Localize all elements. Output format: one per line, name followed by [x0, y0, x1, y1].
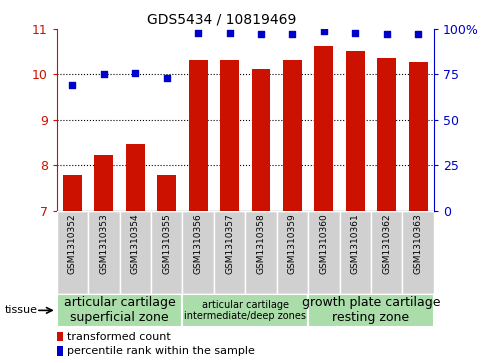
Point	[131, 70, 139, 76]
Text: GSM1310358: GSM1310358	[256, 213, 266, 274]
Bar	[277, 211, 308, 294]
Bar	[283, 60, 302, 211]
Text: GSM1310361: GSM1310361	[351, 213, 360, 274]
Text: growth plate cartilage
resting zone: growth plate cartilage resting zone	[302, 296, 440, 325]
Text: GSM1310352: GSM1310352	[68, 213, 77, 274]
Text: transformed count: transformed count	[67, 331, 171, 342]
Text: GSM1310357: GSM1310357	[225, 213, 234, 274]
Bar	[409, 62, 427, 211]
Bar	[214, 211, 246, 294]
Bar	[377, 58, 396, 211]
Bar	[308, 211, 340, 294]
Bar	[57, 346, 64, 356]
Bar	[57, 211, 88, 294]
Bar	[340, 211, 371, 294]
Bar	[94, 155, 113, 211]
Text: articular cartilage
intermediate/deep zones: articular cartilage intermediate/deep zo…	[184, 299, 306, 321]
Point	[414, 32, 422, 37]
Text: articular cartilage
superficial zone: articular cartilage superficial zone	[64, 296, 176, 325]
Text: tissue: tissue	[5, 305, 38, 315]
Text: GSM1310363: GSM1310363	[414, 213, 423, 274]
Bar	[157, 175, 176, 211]
Text: percentile rank within the sample: percentile rank within the sample	[67, 346, 255, 356]
Bar	[151, 211, 182, 294]
Point	[288, 32, 296, 37]
Bar	[126, 144, 145, 211]
Text: GSM1310355: GSM1310355	[162, 213, 171, 274]
Bar	[315, 46, 333, 211]
Text: GSM1310353: GSM1310353	[99, 213, 108, 274]
Bar	[182, 211, 214, 294]
Text: GSM1310362: GSM1310362	[382, 213, 391, 274]
Text: GDS5434 / 10819469: GDS5434 / 10819469	[147, 13, 296, 27]
Point	[257, 32, 265, 37]
Bar	[119, 211, 151, 294]
Text: GSM1310360: GSM1310360	[319, 213, 328, 274]
Bar	[308, 294, 434, 327]
Point	[226, 30, 234, 36]
Bar	[220, 60, 239, 211]
Bar	[371, 211, 402, 294]
Bar	[346, 51, 365, 211]
Bar	[245, 211, 277, 294]
Text: GSM1310356: GSM1310356	[194, 213, 203, 274]
Bar	[88, 211, 119, 294]
Bar	[57, 294, 182, 327]
Point	[352, 30, 359, 36]
Point	[163, 75, 171, 81]
Bar	[189, 60, 208, 211]
Point	[100, 72, 108, 77]
Point	[383, 32, 390, 37]
Text: GSM1310354: GSM1310354	[131, 213, 140, 274]
Point	[320, 28, 328, 34]
Bar	[251, 69, 270, 211]
Bar	[182, 294, 308, 327]
Point	[69, 82, 76, 88]
Bar	[402, 211, 434, 294]
Bar	[63, 175, 82, 211]
Text: GSM1310359: GSM1310359	[288, 213, 297, 274]
Bar	[57, 332, 64, 341]
Point	[194, 30, 202, 36]
